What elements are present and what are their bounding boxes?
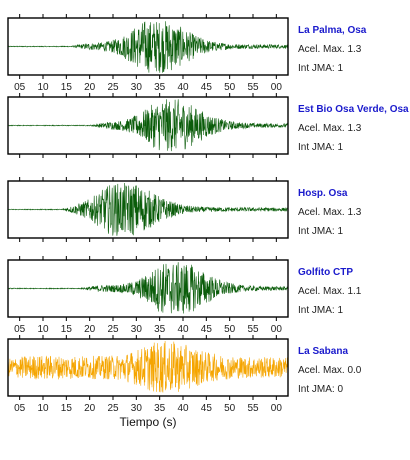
panel-frame	[7, 180, 289, 239]
waveform-trace	[8, 182, 289, 236]
tick-label: 30	[131, 324, 143, 335]
tick-label: 55	[247, 403, 259, 414]
tick-label: 15	[61, 324, 73, 335]
tick-label: 30	[131, 82, 143, 93]
tick-label: 45	[201, 403, 213, 414]
station-int-jma: Int JMA: 1	[298, 305, 343, 316]
station-panel-4: 05 10 15 20 25 30 35 40 45 50 55 00 Golfito CTP Acel.…	[7, 256, 362, 335]
station-name: Est Bio Osa Verde, Osa	[298, 104, 409, 115]
panel-frame	[7, 259, 289, 318]
tick-label: 25	[107, 324, 119, 335]
tick-label: 55	[247, 82, 259, 93]
tick-label: 15	[61, 403, 73, 414]
tick-label: 05	[14, 324, 26, 335]
tick-label: 25	[107, 403, 119, 414]
tick-label: 20	[84, 403, 96, 414]
tick-label: 35	[154, 324, 166, 335]
waveform-trace	[7, 340, 289, 393]
station-name: Hosp. Osa	[298, 188, 348, 199]
tick-label: 45	[201, 324, 213, 335]
tick-label: 15	[61, 82, 73, 93]
station-acel: Acel. Max. 0.0	[298, 365, 362, 376]
station-acel: Acel. Max. 1.3	[298, 44, 362, 55]
panel-frame	[7, 338, 289, 397]
tick-label: 10	[37, 403, 49, 414]
tick-label: 05	[14, 403, 26, 414]
station-int-jma: Int JMA: 1	[298, 63, 343, 74]
station-int-jma: Int JMA: 0	[298, 384, 343, 395]
tick-label: 25	[107, 82, 119, 93]
tick-label: 30	[131, 403, 143, 414]
station-name: La Palma, Osa	[298, 25, 367, 36]
station-acel: Acel. Max. 1.3	[298, 123, 362, 134]
tick-label: 00	[271, 403, 283, 414]
tick-label: 00	[271, 82, 283, 93]
tick-label: 05	[14, 82, 26, 93]
station-int-jma: Int JMA: 1	[298, 142, 343, 153]
waveform-trace	[7, 21, 289, 73]
waveform-trace	[7, 99, 289, 152]
station-int-jma: Int JMA: 1	[298, 226, 343, 237]
tick-label: 20	[84, 324, 96, 335]
waveform-trace	[7, 262, 289, 314]
x-axis-title: Tiempo (s)	[120, 415, 177, 429]
station-panel-1: 05 10 15 20 25 30 35 40 45 50 55 00 La Palma, Osa Ace…	[7, 14, 367, 93]
tick-label: 50	[224, 324, 236, 335]
tick-label: 10	[37, 324, 49, 335]
tick-label: 40	[177, 82, 189, 93]
station-name: La Sabana	[298, 346, 348, 357]
station-name: Golfito CTP	[298, 267, 353, 278]
tick-label: 10	[37, 82, 49, 93]
tick-label: 50	[224, 82, 236, 93]
tick-label: 55	[247, 324, 259, 335]
tick-label: 35	[154, 82, 166, 93]
panel-frame	[7, 17, 289, 76]
tick-label: 40	[177, 324, 189, 335]
station-acel: Acel. Max. 1.3	[298, 207, 362, 218]
station-panel-3: Hosp. Osa Acel. Max. 1.3 Int JMA: 1	[7, 177, 362, 242]
tick-label: 00	[271, 324, 283, 335]
tick-label: 40	[177, 403, 189, 414]
tick-label: 50	[224, 403, 236, 414]
station-acel: Acel. Max. 1.1	[298, 286, 362, 297]
tick-label: 20	[84, 82, 96, 93]
tick-label: 45	[201, 82, 213, 93]
station-panel-2: Est Bio Osa Verde, Osa Acel. Max. 1.3 Int …	[7, 93, 409, 158]
panel-frame	[7, 96, 289, 155]
tick-label: 35	[154, 403, 166, 414]
station-panel-5: 05 10 15 20 25 30 35 40 45 50 55 00 La Sabana Acel. M…	[7, 335, 362, 414]
